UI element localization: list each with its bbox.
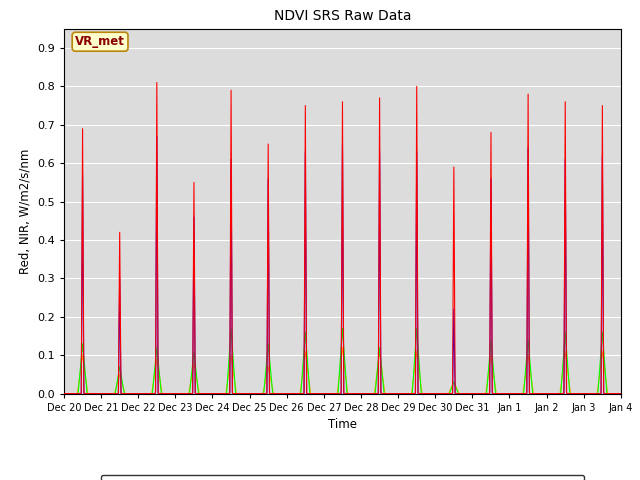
Text: VR_met: VR_met — [75, 35, 125, 48]
X-axis label: Time: Time — [328, 418, 357, 431]
Legend: NDVI_650in, NDVI_810in, NDVI_810out, NDVI_650out: NDVI_650in, NDVI_810in, NDVI_810out, NDV… — [100, 475, 584, 480]
Y-axis label: Red, NIR, W/m2/s/nm: Red, NIR, W/m2/s/nm — [19, 148, 31, 274]
Title: NDVI SRS Raw Data: NDVI SRS Raw Data — [274, 10, 411, 24]
